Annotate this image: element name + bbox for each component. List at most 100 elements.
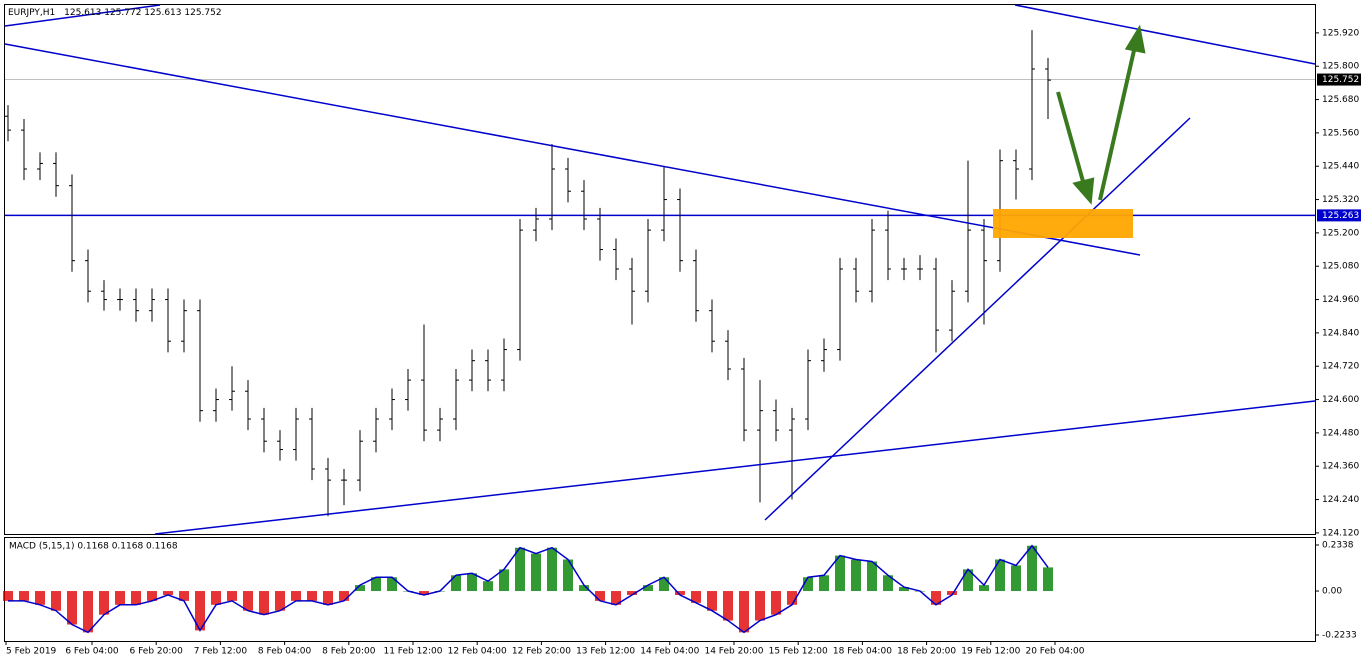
- macd-bar: [387, 577, 397, 592]
- trend-line: [1014, 4, 1316, 65]
- macd-bar: [707, 591, 717, 611]
- macd-bar: [275, 591, 285, 611]
- arrow-head: [1072, 177, 1095, 205]
- y-tick-label: 0.2338: [1322, 540, 1354, 550]
- zone: [993, 209, 1133, 238]
- macd-bar: [99, 591, 109, 615]
- macd-bar: [595, 591, 605, 601]
- macd-bar: [371, 577, 381, 592]
- x-tick-label: 12 Feb 20:00: [512, 647, 571, 657]
- trend-lines: [4, 4, 1316, 535]
- macd-bar: [819, 575, 829, 592]
- macd-bar: [659, 577, 669, 592]
- macd-bar: [963, 569, 973, 592]
- macd-bar: [355, 585, 365, 592]
- macd-bar: [3, 591, 13, 601]
- macd-bar: [467, 573, 477, 592]
- x-tick-label: 19 Feb 12:00: [961, 647, 1020, 657]
- y-tick-label: 124.840: [1322, 328, 1359, 338]
- macd-bar: [579, 585, 589, 592]
- macd-bar: [291, 591, 301, 601]
- macd-bar: [419, 591, 429, 595]
- y-tick-label: 124.960: [1322, 295, 1359, 305]
- macd-bar: [899, 587, 909, 592]
- x-tick-label: 15 Feb 12:00: [769, 647, 828, 657]
- macd-bar: [83, 591, 93, 633]
- macd-bar: [259, 591, 269, 615]
- macd-bar: [947, 591, 957, 595]
- x-tick-label: 5 Feb 2019: [6, 647, 57, 657]
- y-tick-label: 125.080: [1322, 262, 1359, 272]
- macd-pane: [4, 537, 1316, 642]
- arrows: [1056, 24, 1146, 205]
- macd-bar: [563, 559, 573, 592]
- macd-bar: [691, 591, 701, 603]
- y-tick-label: -0.2233: [1322, 630, 1357, 640]
- macd-bar: [771, 591, 781, 615]
- macd-bar: [163, 591, 173, 595]
- macd-bar: [67, 591, 77, 625]
- title: EURJPY,H1: [8, 8, 55, 18]
- y-tick-label: 125.800: [1322, 62, 1359, 72]
- macd-bar: [179, 591, 189, 601]
- macd-bar: [323, 591, 333, 605]
- y-tick-label: 125.440: [1322, 162, 1359, 172]
- arrow: [1098, 45, 1137, 201]
- x-tick-label: 14 Feb 04:00: [640, 647, 699, 657]
- macd-bar: [803, 577, 813, 592]
- y-tick-label: 125.920: [1322, 28, 1359, 38]
- y-tick-label: 125.560: [1322, 128, 1359, 138]
- macd-bar: [723, 591, 733, 621]
- x-tick-label: 6 Feb 04:00: [65, 647, 119, 657]
- y-tick-label: 124.240: [1322, 495, 1359, 505]
- macd-line: [8, 544, 1049, 634]
- macd-bar: [739, 591, 749, 633]
- macd-bar: [675, 591, 685, 595]
- macd-bar: [195, 591, 205, 631]
- y-tick-label: 124.360: [1322, 462, 1359, 472]
- bid-label: 125.752: [1322, 75, 1359, 85]
- level-box: [1317, 209, 1361, 222]
- macd-bar: [131, 591, 141, 605]
- x-tick-label: 14 Feb 20:00: [704, 647, 763, 657]
- level-label: 125.263: [1322, 211, 1359, 221]
- trend-line: [4, 43, 1141, 256]
- macd-bar: [211, 591, 221, 605]
- macd-bar: [243, 591, 253, 611]
- macd-bar: [19, 591, 29, 601]
- x-tick-label: 11 Feb 12:00: [383, 647, 442, 657]
- macd-bar: [755, 591, 765, 621]
- macd-bar: [1043, 567, 1053, 592]
- macd-bar: [531, 553, 541, 592]
- macd-bar: [979, 585, 989, 592]
- x-tick-label: 13 Feb 12:00: [576, 647, 635, 657]
- y-tick-label: 0.00: [1322, 587, 1342, 597]
- macd-bar: [611, 591, 621, 605]
- macd-title: MACD (5,15,1) 0.1168 0.1168 0.1168: [9, 542, 178, 552]
- x-tick-label: 20 Feb 04:00: [1025, 647, 1084, 657]
- x-tick-label: 12 Feb 04:00: [448, 647, 507, 657]
- y-tick-label: 124.480: [1322, 428, 1359, 438]
- bid-box: [1317, 73, 1361, 86]
- x-tick-label: 8 Feb 20:00: [322, 647, 376, 657]
- macd-bar: [787, 591, 797, 605]
- marks: 125.920 125.800 125.680 125.560 125.440 125.3…: [3, 28, 1361, 657]
- macd-bar: [115, 591, 125, 605]
- arrow-head: [1124, 24, 1146, 54]
- macd-bar: [147, 591, 157, 601]
- macd-bar: [307, 591, 317, 601]
- x-tick-label: 18 Feb 04:00: [833, 647, 892, 657]
- macd-bar: [1027, 545, 1037, 592]
- arrow: [1056, 91, 1086, 186]
- macd-bar: [547, 547, 557, 592]
- macd-bar: [515, 547, 525, 592]
- x-tick-label: 8 Feb 04:00: [258, 647, 312, 657]
- macd-bar: [51, 591, 61, 611]
- macd-bar: [643, 585, 653, 592]
- y-tick-label: 125.200: [1322, 228, 1359, 238]
- macd-bar: [451, 575, 461, 592]
- trend-line: [4, 4, 161, 27]
- trend-line: [154, 400, 1316, 535]
- macd-bar: [931, 591, 941, 605]
